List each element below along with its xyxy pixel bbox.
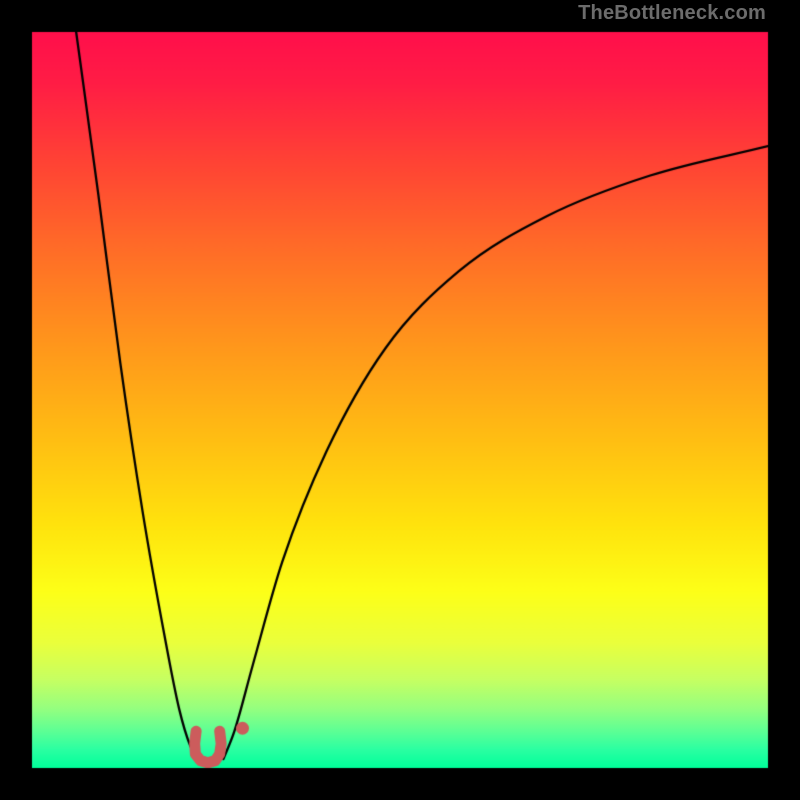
bottleneck-curve-chart xyxy=(0,0,800,800)
watermark-text: TheBottleneck.com xyxy=(578,2,766,25)
figure-root: TheBottleneck.com xyxy=(0,0,800,800)
